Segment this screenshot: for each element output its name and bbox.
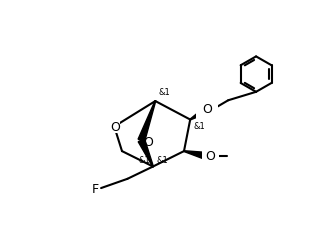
Text: O: O bbox=[202, 103, 212, 116]
Polygon shape bbox=[138, 139, 153, 167]
Polygon shape bbox=[184, 151, 206, 159]
Text: &1: &1 bbox=[156, 155, 168, 165]
Text: O: O bbox=[110, 121, 120, 133]
Text: &1: &1 bbox=[193, 121, 205, 131]
Text: O: O bbox=[206, 150, 215, 163]
Text: O: O bbox=[144, 135, 154, 148]
Text: F: F bbox=[92, 182, 99, 195]
Text: &1: &1 bbox=[138, 155, 150, 165]
Polygon shape bbox=[138, 101, 156, 142]
Text: &1: &1 bbox=[158, 87, 170, 96]
Polygon shape bbox=[190, 107, 209, 120]
